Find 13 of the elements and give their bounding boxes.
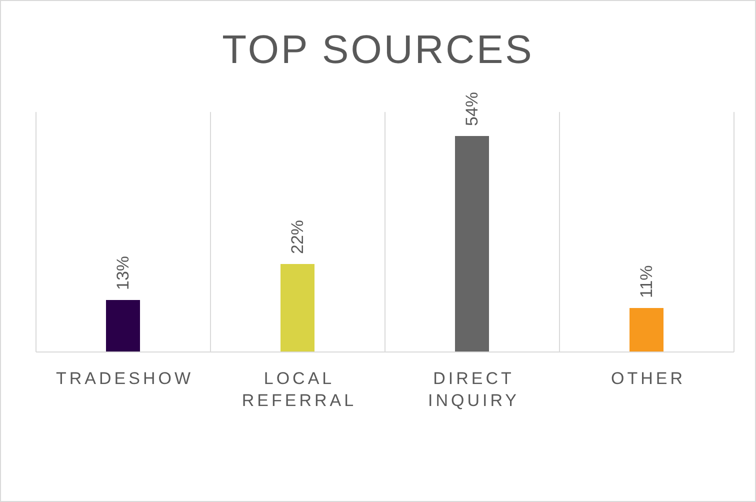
bar	[630, 308, 664, 352]
data-label: 13%	[114, 256, 132, 290]
data-label: 11%	[637, 265, 656, 298]
x-tick-label: DIRECT INQUIRY	[428, 369, 520, 410]
x-tick-label: TRADESHOW	[56, 369, 194, 388]
data-label: 22%	[288, 220, 307, 254]
bar	[455, 136, 489, 352]
x-tick-label: LOCAL REFERRAL	[242, 369, 357, 410]
x-tick-label: OTHER	[611, 369, 686, 388]
data-label: 54%	[462, 92, 482, 126]
bar	[106, 300, 140, 352]
bar	[280, 264, 314, 352]
chart-title: TOP SOURCES	[221, 28, 535, 73]
